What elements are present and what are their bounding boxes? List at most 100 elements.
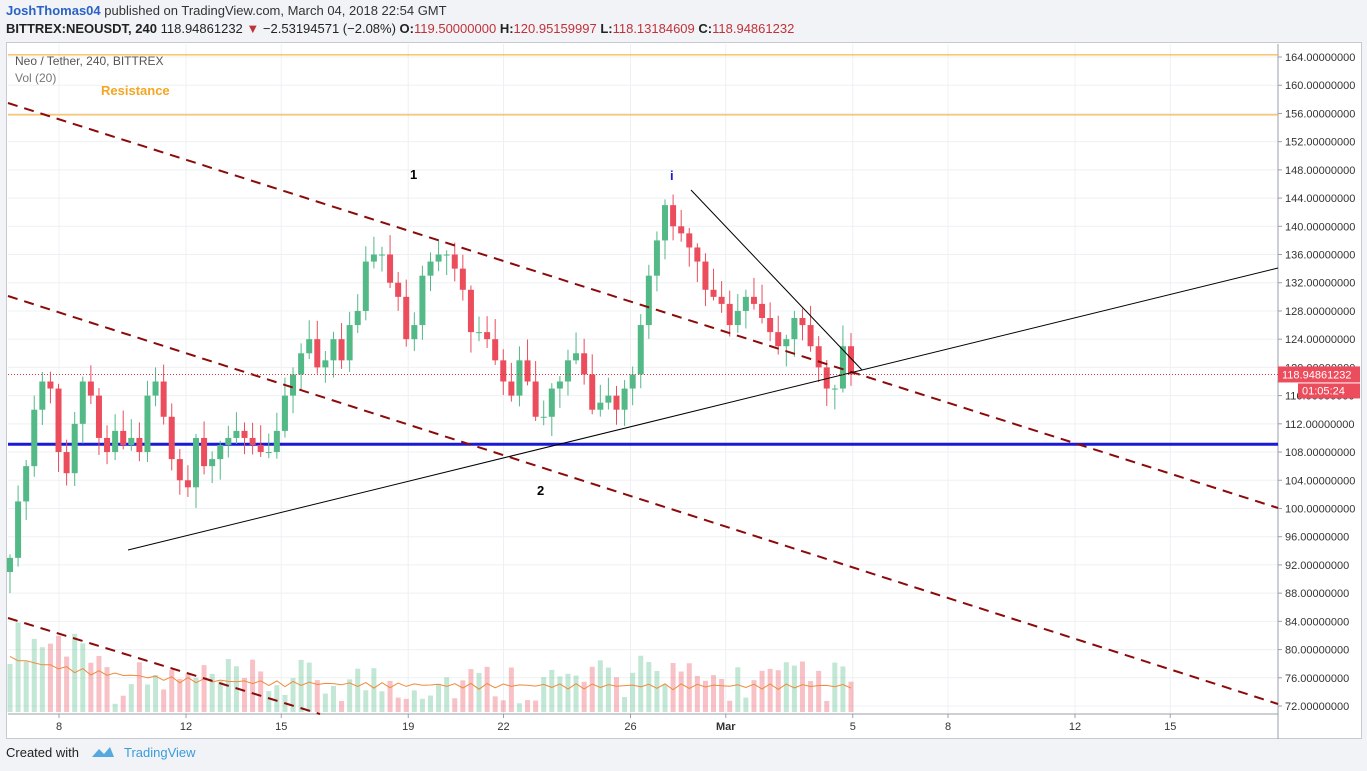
publish-info: JoshThomas04 published on TradingView.co… bbox=[6, 3, 447, 18]
time-tick-label: 8 bbox=[56, 721, 62, 733]
candle-body bbox=[662, 205, 669, 241]
candle-body bbox=[839, 346, 846, 389]
candle-body bbox=[87, 381, 94, 396]
candle-body bbox=[136, 437, 143, 453]
volume-bar bbox=[565, 673, 571, 712]
chart-frame[interactable] bbox=[6, 42, 1362, 739]
volume-bar bbox=[622, 697, 628, 712]
falling-wedge-line bbox=[690, 189, 863, 371]
volume-bar bbox=[702, 680, 708, 712]
volume-bar bbox=[242, 677, 248, 712]
volume-bar bbox=[31, 638, 37, 712]
time-tick-label: 19 bbox=[402, 721, 414, 733]
price-tick-label: 140.00000000 bbox=[1285, 221, 1355, 233]
volume-bar bbox=[484, 666, 490, 712]
time-tick-label: 12 bbox=[1069, 721, 1081, 733]
volume-bar bbox=[525, 700, 531, 712]
candle-body bbox=[176, 459, 183, 481]
candle-body bbox=[645, 275, 652, 326]
created-with-text: Created with bbox=[6, 745, 79, 760]
volume-bar bbox=[589, 666, 595, 712]
volume-bar bbox=[719, 678, 725, 712]
tradingview-link[interactable]: TradingView bbox=[124, 745, 196, 760]
candle-body bbox=[742, 296, 749, 311]
candle-body bbox=[120, 430, 127, 445]
candle-body bbox=[225, 437, 232, 445]
high-value: 120.95159997 bbox=[513, 21, 597, 36]
price-tick-label: 160.00000000 bbox=[1285, 80, 1355, 92]
volume-bar bbox=[7, 664, 13, 712]
price-tick-label: 104.00000000 bbox=[1285, 475, 1355, 487]
volume-bar bbox=[759, 670, 765, 712]
candle-body bbox=[362, 261, 369, 311]
candle-body bbox=[564, 360, 571, 382]
volume-bar bbox=[144, 684, 150, 712]
volume-bar bbox=[694, 675, 700, 712]
wave-2-label: 2 bbox=[537, 483, 544, 498]
volume-bar bbox=[541, 677, 547, 712]
close-value: 118.94861232 bbox=[712, 21, 795, 36]
volume-bar bbox=[508, 667, 514, 712]
candle-body bbox=[209, 459, 216, 467]
volume-bar bbox=[355, 668, 361, 712]
price-change: −2.53194571 (−2.08%) bbox=[262, 21, 396, 36]
volume-bar bbox=[711, 675, 717, 712]
volume-bar bbox=[120, 695, 126, 712]
volume-bar bbox=[290, 678, 296, 712]
candle-body bbox=[152, 381, 159, 396]
candle-body bbox=[492, 339, 499, 361]
close-label: C: bbox=[698, 21, 713, 36]
volume-bar bbox=[436, 683, 442, 712]
volume-bar bbox=[177, 678, 183, 712]
author-link[interactable]: JoshThomas04 bbox=[6, 3, 101, 18]
time-tick-label: 12 bbox=[180, 721, 192, 733]
candle-body bbox=[306, 339, 313, 354]
candle-body bbox=[678, 226, 685, 234]
candle-body bbox=[621, 388, 628, 410]
candle-body bbox=[192, 437, 199, 488]
candle-body bbox=[831, 388, 838, 390]
volume-bar bbox=[808, 681, 814, 712]
candle-body bbox=[532, 381, 539, 417]
time-tick-label: Mar bbox=[716, 721, 736, 733]
volume-bar bbox=[322, 693, 328, 712]
volume-bar bbox=[581, 681, 587, 712]
price-tick-label: 80.00000000 bbox=[1285, 645, 1349, 657]
candle-body bbox=[427, 261, 434, 276]
channel-middle-line bbox=[7, 295, 1279, 705]
down-arrow-icon: ▼ bbox=[246, 21, 260, 36]
open-label: O: bbox=[399, 21, 414, 36]
volume-bar bbox=[274, 685, 280, 712]
volume-bar bbox=[678, 671, 684, 712]
volume-bar bbox=[47, 643, 53, 712]
candle-body bbox=[298, 353, 305, 375]
candle-body bbox=[516, 360, 523, 396]
volume-bar bbox=[638, 655, 644, 712]
volume-bar bbox=[848, 681, 854, 712]
price-tick-label: 144.00000000 bbox=[1285, 193, 1355, 205]
candle-body bbox=[168, 416, 175, 460]
volume-bar bbox=[104, 667, 110, 712]
candle-body bbox=[548, 388, 555, 417]
volume-bar bbox=[654, 670, 660, 712]
volume-bar bbox=[347, 679, 353, 712]
candle-body bbox=[23, 466, 30, 502]
volume-bar bbox=[533, 700, 539, 712]
price-tick-label: 76.00000000 bbox=[1285, 673, 1349, 685]
countdown-badge-label: 01:05:24 bbox=[1302, 385, 1345, 397]
candle-body bbox=[734, 310, 741, 326]
candle-body bbox=[104, 437, 111, 453]
candle-body bbox=[750, 296, 757, 304]
candle-body bbox=[346, 325, 353, 361]
volume-bar bbox=[573, 675, 579, 712]
volume-bar bbox=[428, 695, 433, 712]
candle-body bbox=[330, 339, 337, 361]
channel-upper-line bbox=[7, 102, 1279, 509]
price-tick-label: 88.00000000 bbox=[1285, 588, 1349, 600]
rising-support-line bbox=[127, 267, 1279, 551]
volume-bar bbox=[419, 698, 425, 712]
candle-body bbox=[476, 332, 483, 334]
candle-body bbox=[7, 557, 13, 572]
low-label: L: bbox=[600, 21, 613, 36]
